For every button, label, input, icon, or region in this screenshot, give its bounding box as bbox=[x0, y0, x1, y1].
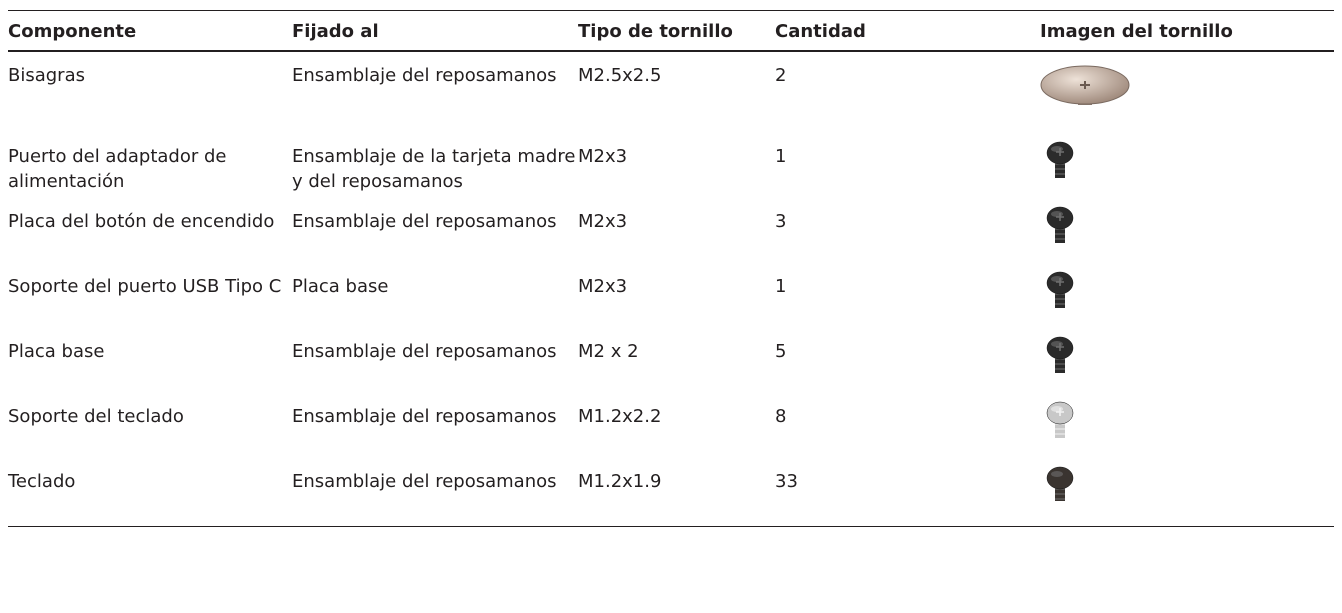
table-cell: 33 bbox=[775, 461, 1040, 527]
table-row: Teclado Ensamblaje del reposamanos M1.2x1.… bbox=[8, 461, 1334, 527]
screw-image bbox=[1046, 336, 1074, 373]
image-cell bbox=[1040, 136, 1334, 201]
table-cell: Ensamblaje de la tarjeta madre y del rep… bbox=[292, 146, 576, 192]
table-cell: Placa base bbox=[292, 276, 389, 297]
table-cell: M1.2x2.2 bbox=[578, 406, 662, 427]
table-cell: 1 bbox=[775, 276, 787, 297]
screw-image bbox=[1046, 206, 1074, 243]
table-cell: 3 bbox=[775, 211, 787, 232]
header-cell: Tipo de tornillo bbox=[578, 10, 775, 52]
image-cell bbox=[1040, 396, 1334, 461]
header-cell: Imagen del tornillo bbox=[1040, 10, 1334, 52]
table-cell: M2 x 2 bbox=[578, 341, 639, 362]
table-row: Placa del botón de encendido Ensamblaje d… bbox=[8, 201, 1334, 266]
header-row: Componente Fijado al Tipo de tornillo Canti… bbox=[8, 10, 1334, 52]
table-cell: 1 bbox=[775, 146, 787, 167]
table-cell: Ensamblaje del reposamanos bbox=[292, 211, 557, 232]
header-cell: Cantidad bbox=[775, 10, 1040, 52]
table-row: Puerto del adaptador de alimentación Ensa… bbox=[8, 136, 1334, 201]
table-cell: Placa base bbox=[8, 341, 105, 362]
image-cell bbox=[1040, 331, 1334, 396]
table-row: Bisagras Ensamblaje del reposamanos M2.5x2… bbox=[8, 51, 1334, 136]
table-body: Bisagras Ensamblaje del reposamanos M2.5x2… bbox=[8, 51, 1334, 527]
table-cell: Soporte del puerto USB Tipo C bbox=[8, 276, 282, 297]
table-row: Soporte del teclado Ensamblaje del reposa… bbox=[8, 396, 1334, 461]
header-cell: Fijado al bbox=[292, 10, 578, 52]
image-cell bbox=[1040, 201, 1334, 266]
table-cell: Teclado bbox=[8, 461, 292, 527]
table-cell: M1.2x1.9 bbox=[578, 461, 775, 527]
table-cell: 8 bbox=[775, 406, 787, 427]
image-cell bbox=[1040, 266, 1334, 331]
image-cell bbox=[1040, 51, 1334, 136]
table-cell: Puerto del adaptador de alimentación bbox=[8, 146, 227, 192]
screw-image bbox=[1046, 401, 1074, 438]
table-cell: Ensamblaje del reposamanos bbox=[292, 341, 557, 362]
table-cell: Ensamblaje del reposamanos bbox=[292, 65, 557, 86]
screw-image bbox=[1040, 65, 1130, 105]
screw-image bbox=[1046, 141, 1074, 178]
table-cell: M2x3 bbox=[578, 146, 628, 167]
table-cell: M2x3 bbox=[578, 211, 628, 232]
image-cell bbox=[1040, 461, 1334, 527]
table-row: Placa base Ensamblaje del reposamanos M2 x… bbox=[8, 331, 1334, 396]
table-cell: Soporte del teclado bbox=[8, 406, 184, 427]
table-cell: M2.5x2.5 bbox=[578, 65, 662, 86]
table-cell: 2 bbox=[775, 65, 787, 86]
table-cell: Ensamblaje del reposamanos bbox=[292, 461, 578, 527]
table-cell: Bisagras bbox=[8, 65, 85, 86]
table-cell: Placa del botón de encendido bbox=[8, 211, 275, 232]
table-cell: M2x3 bbox=[578, 276, 628, 297]
table-cell: Ensamblaje del reposamanos bbox=[292, 406, 557, 427]
screw-image bbox=[1046, 271, 1074, 308]
table-cell: 5 bbox=[775, 341, 787, 362]
table-row: Soporte del puerto USB Tipo C Placa base M… bbox=[8, 266, 1334, 331]
header-cell: Componente bbox=[8, 10, 292, 52]
screw-table: Componente Fijado al Tipo de tornillo Canti… bbox=[8, 10, 1334, 527]
screw-image bbox=[1046, 466, 1074, 501]
